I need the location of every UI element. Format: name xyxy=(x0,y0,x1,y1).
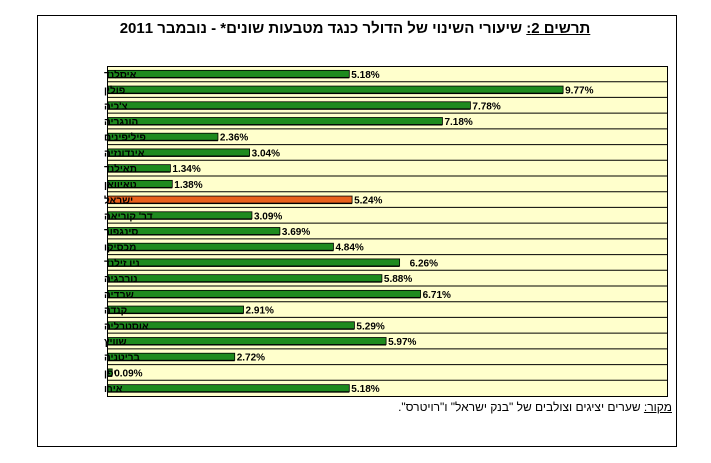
category-label: נורבגיה xyxy=(104,274,138,285)
bar xyxy=(107,85,564,94)
bar xyxy=(107,117,443,125)
bar xyxy=(107,132,219,141)
category-label: ניו זילנד xyxy=(104,257,140,269)
bar xyxy=(107,321,355,330)
source-note-lead: מקור: xyxy=(643,400,672,414)
category-label: תאילנד xyxy=(104,163,137,175)
data-label: 2.72% xyxy=(237,353,265,364)
bar xyxy=(107,305,244,314)
category-label: סינגפור xyxy=(104,227,138,238)
bar xyxy=(107,179,173,188)
category-label: הונגריה xyxy=(104,117,138,128)
chart-title: תרשים 2: שיעורי השינוי של הדולר כנגד מטב… xyxy=(40,20,670,44)
data-label: 7.78% xyxy=(472,101,500,112)
data-label: 0.09% xyxy=(114,368,142,379)
category-label: דר' קוריאה xyxy=(104,211,153,222)
category-label: יפן xyxy=(104,368,116,379)
data-label: 3.04% xyxy=(252,148,280,159)
data-label: 1.38% xyxy=(174,180,202,191)
data-label: 3.69% xyxy=(282,227,310,238)
data-label: 5.29% xyxy=(356,321,384,332)
bar xyxy=(107,274,383,283)
category-label: שוויץ xyxy=(104,337,127,348)
category-label: ישראל xyxy=(104,195,133,207)
bar xyxy=(107,69,350,78)
data-label: 5.24% xyxy=(354,196,382,207)
category-label: אינדונזיה xyxy=(104,148,145,159)
data-label: 9.77% xyxy=(565,86,593,97)
category-label: מכסיקו xyxy=(104,243,136,254)
data-label: 7.18% xyxy=(444,117,472,128)
category-label: בריטניה xyxy=(104,353,141,364)
category-label: פיליפינים xyxy=(104,132,146,144)
source-note: מקור: שערים יציגים וצולבים של "בנק ישראל… xyxy=(372,400,672,414)
data-label: 4.84% xyxy=(335,243,363,254)
chart-title-lead: תרשים 2: xyxy=(526,20,591,37)
chart-title-text: שיעורי השינוי של הדולר כנגד מטבעות שונים… xyxy=(119,20,527,37)
data-label: 6.71% xyxy=(423,290,451,301)
bar xyxy=(107,164,171,173)
category-label: אירו xyxy=(104,384,123,395)
category-label: אוסטרליה xyxy=(104,320,149,332)
bar xyxy=(107,384,350,393)
category-label: שבדיה xyxy=(104,290,134,301)
bar xyxy=(107,148,251,157)
bar xyxy=(107,368,113,377)
data-label: 2.36% xyxy=(220,133,248,144)
data-label: 6.26% xyxy=(410,258,438,269)
category-label: צ'כיה xyxy=(104,101,128,112)
category-label: איסלנד xyxy=(104,69,137,81)
bar xyxy=(107,101,471,110)
data-label: 2.91% xyxy=(246,306,274,317)
data-label: 3.09% xyxy=(254,211,282,222)
category-label: פולין xyxy=(104,85,125,97)
data-label: 1.34% xyxy=(172,164,200,175)
bar xyxy=(107,195,353,204)
bar xyxy=(107,289,421,298)
data-label: 5.18% xyxy=(351,70,379,81)
data-label: 5.97% xyxy=(388,337,416,348)
data-label: 5.18% xyxy=(351,384,379,395)
bar xyxy=(107,211,253,220)
bar xyxy=(107,352,236,361)
category-label: טאיוואן xyxy=(104,180,137,191)
bar xyxy=(107,337,387,345)
bar xyxy=(107,258,401,267)
bar xyxy=(107,242,334,251)
bar xyxy=(107,227,281,235)
source-note-text: שערים יציגים וצולבים של "בנק ישראל" ו"רו… xyxy=(398,400,644,414)
category-label: קנדה xyxy=(104,306,127,317)
data-label: 5.88% xyxy=(384,274,412,285)
